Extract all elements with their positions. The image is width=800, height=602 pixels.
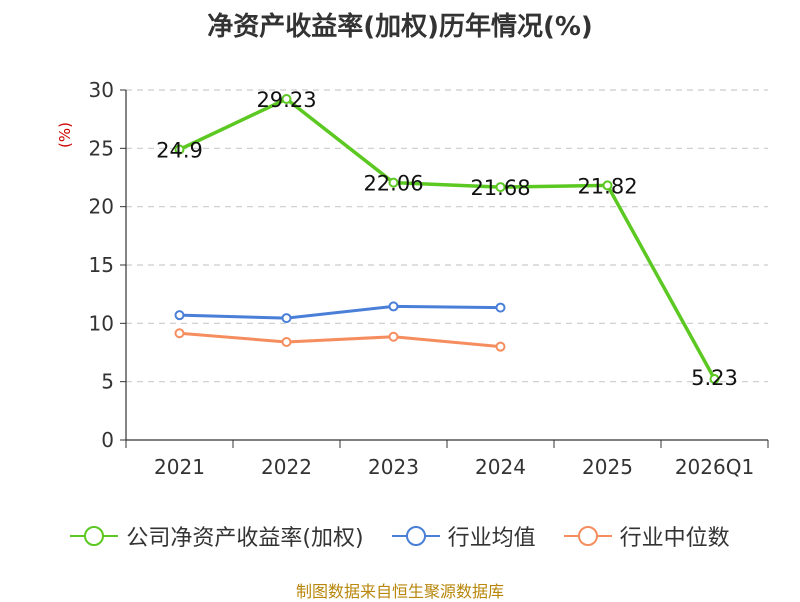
data-point <box>281 313 292 324</box>
data-point <box>174 144 185 155</box>
series-line <box>179 304 501 320</box>
legend-swatch-icon <box>70 526 119 546</box>
data-point <box>281 337 292 347</box>
y-tick-label: 10 <box>89 311 114 335</box>
series-line <box>178 97 717 380</box>
x-tick-label: 2021 <box>154 455 205 479</box>
data-point <box>709 373 720 384</box>
y-tick-label: 30 <box>89 78 114 102</box>
y-tick-label: 20 <box>89 195 114 219</box>
data-label: 5.23 <box>691 366 738 390</box>
x-tick-label: 2025 <box>582 455 633 479</box>
legend: 公司净资产收益率(加权) 行业均值 行业中位数 <box>0 520 800 552</box>
legend-swatch-icon <box>391 526 440 546</box>
data-point <box>388 177 399 188</box>
data-label: 21.82 <box>577 174 637 198</box>
legend-label: 行业均值 <box>447 526 536 551</box>
data-point <box>602 180 613 191</box>
legend-item-industry-mean[interactable]: 行业均值 <box>391 520 536 552</box>
data-label: 21.68 <box>470 176 530 200</box>
data-label: 24.9 <box>156 139 203 163</box>
data-point <box>495 182 506 193</box>
data-point <box>174 310 185 321</box>
chart-title: 净资产收益率(加权)历年情况(%) <box>207 12 593 42</box>
data-point <box>281 93 292 104</box>
x-tick-label: 2024 <box>475 455 526 479</box>
x-tick-label: 2023 <box>368 455 419 479</box>
y-tick-label: 15 <box>89 253 114 277</box>
x-tick-label: 2022 <box>261 455 312 479</box>
y-tick-label: 25 <box>89 136 114 160</box>
y-tick-label: 0 <box>101 428 114 452</box>
y-tick-label: 5 <box>101 370 114 394</box>
data-point <box>388 331 399 342</box>
legend-item-company[interactable]: 公司净资产收益率(加权) <box>70 520 364 552</box>
source-note: 制图数据来自恒生聚源数据库 <box>295 582 504 601</box>
data-point <box>495 341 506 352</box>
legend-label: 行业中位数 <box>619 526 730 551</box>
x-tick-label: 2026Q1 <box>675 455 754 479</box>
data-label: 29.23 <box>256 88 316 112</box>
legend-swatch-icon <box>563 526 612 546</box>
data-point <box>495 302 506 313</box>
data-point <box>388 301 399 312</box>
legend-label: 公司净资产收益率(加权) <box>126 526 364 551</box>
data-point <box>174 328 185 339</box>
data-label: 22.06 <box>363 172 423 196</box>
series-line <box>179 331 501 349</box>
legend-item-industry-median[interactable]: 行业中位数 <box>563 520 730 552</box>
